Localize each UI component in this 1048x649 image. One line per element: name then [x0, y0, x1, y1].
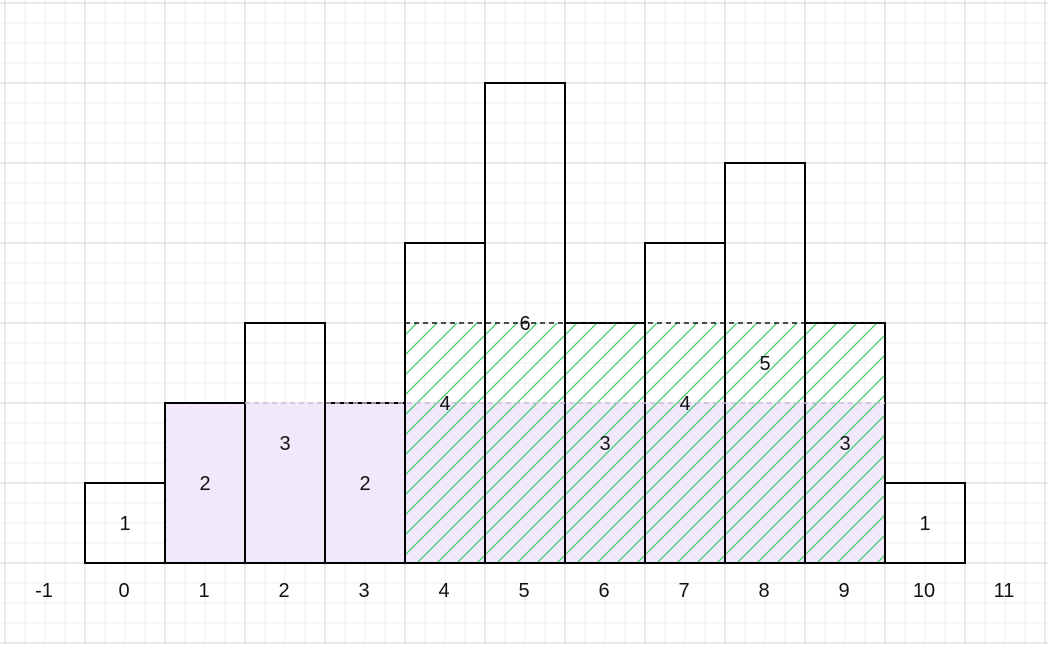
x-axis-ticks: -1 0 1 2 3 4 5 6 7 8 9 10 11 — [35, 580, 1014, 602]
bar — [884, 482, 966, 564]
x-tick-label: 6 — [598, 580, 609, 602]
x-tick-label: 3 — [358, 580, 369, 602]
x-tick-label: 2 — [278, 580, 289, 602]
dashed-levels — [245, 322, 885, 404]
bar-label: 6 — [519, 313, 530, 335]
bar-label: 2 — [359, 473, 370, 495]
x-tick-label: 7 — [678, 580, 689, 602]
x-tick-label: 11 — [994, 580, 1015, 602]
bar-label: 4 — [439, 393, 450, 415]
x-tick-label: 4 — [438, 580, 449, 602]
fill-regions — [165, 323, 885, 563]
bar-label: 1 — [919, 513, 930, 535]
bar-label: 2 — [199, 473, 210, 495]
bar-label: 1 — [119, 513, 130, 535]
x-tick-label: 1 — [198, 580, 209, 602]
bar-label: 3 — [599, 433, 610, 455]
x-tick-label: 5 — [518, 580, 529, 602]
x-tick-label: 9 — [838, 580, 849, 602]
bars — [84, 82, 966, 564]
x-tick-label: 8 — [758, 580, 769, 602]
bar-labels: 1 2 3 2 4 6 3 4 5 3 1 — [119, 313, 930, 535]
bar-label: 4 — [679, 393, 690, 415]
x-tick-label: 10 — [913, 580, 935, 602]
x-tick-label: 0 — [118, 580, 129, 602]
bar-label: 5 — [759, 353, 770, 375]
x-tick-label: -1 — [35, 580, 53, 602]
bar-label: 3 — [839, 433, 850, 455]
bar — [804, 322, 886, 564]
bar-label: 3 — [279, 433, 290, 455]
